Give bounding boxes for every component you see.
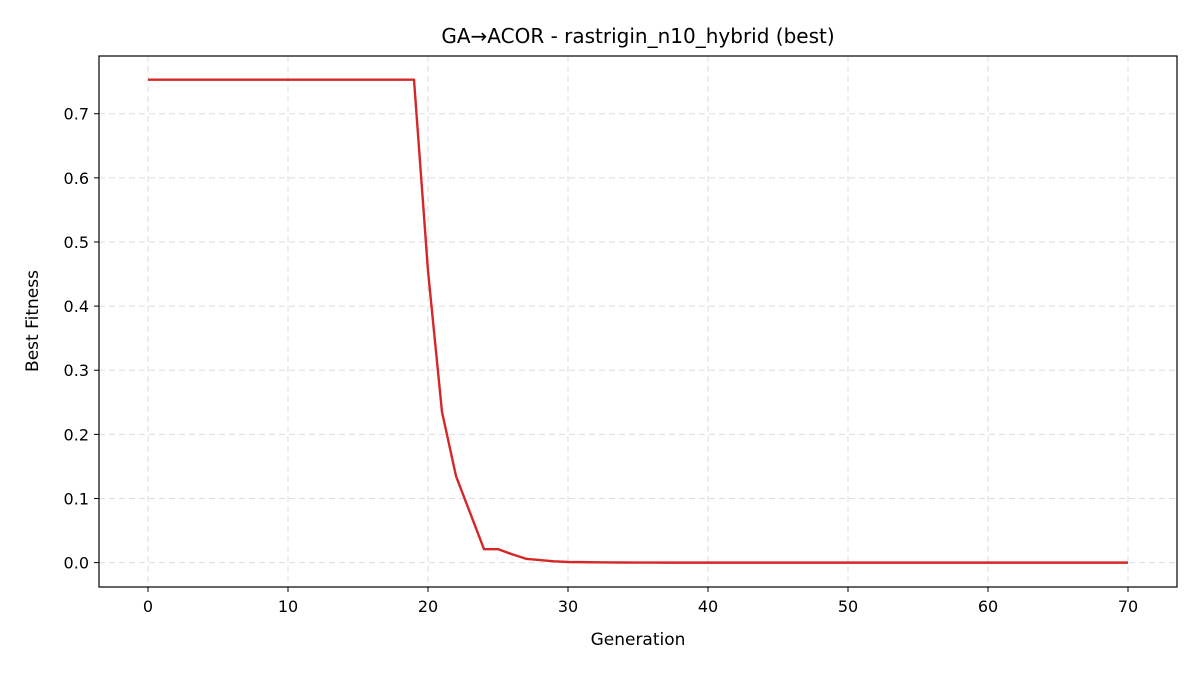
x-tick-label: 10 [278, 597, 298, 616]
x-tick-label: 50 [838, 597, 858, 616]
x-tick-label: 60 [978, 597, 998, 616]
x-axis-label: Generation [591, 630, 686, 650]
y-tick-label: 0.6 [64, 169, 89, 188]
grid-lines [99, 56, 1177, 587]
x-tick-label: 70 [1118, 597, 1138, 616]
x-tick-label: 0 [143, 597, 153, 616]
y-tick-label: 0.1 [64, 490, 89, 509]
x-tick-label: 20 [418, 597, 438, 616]
chart-title: GA→ACOR - rastrigin_n10_hybrid (best) [441, 24, 834, 48]
plot-frame [98, 55, 1178, 588]
y-tick-label: 0.4 [64, 297, 89, 316]
y-tick-label: 0.0 [64, 554, 89, 573]
x-axis-ticks: 0 10 20 30 40 50 60 70 [143, 587, 1138, 616]
x-tick-label: 30 [558, 597, 578, 616]
series-line-0 [148, 78, 1128, 564]
y-axis-label: Best Fitness [23, 270, 43, 372]
y-axis-ticks: 0.0 0.1 0.2 0.3 0.4 0.5 0.6 0.7 [64, 105, 99, 573]
y-tick-label: 0.5 [64, 233, 89, 252]
y-tick-label: 0.2 [64, 425, 89, 444]
series-layer [148, 78, 1128, 564]
x-tick-label: 40 [698, 597, 718, 616]
y-tick-label: 0.3 [64, 361, 89, 380]
y-tick-label: 0.7 [64, 105, 89, 124]
